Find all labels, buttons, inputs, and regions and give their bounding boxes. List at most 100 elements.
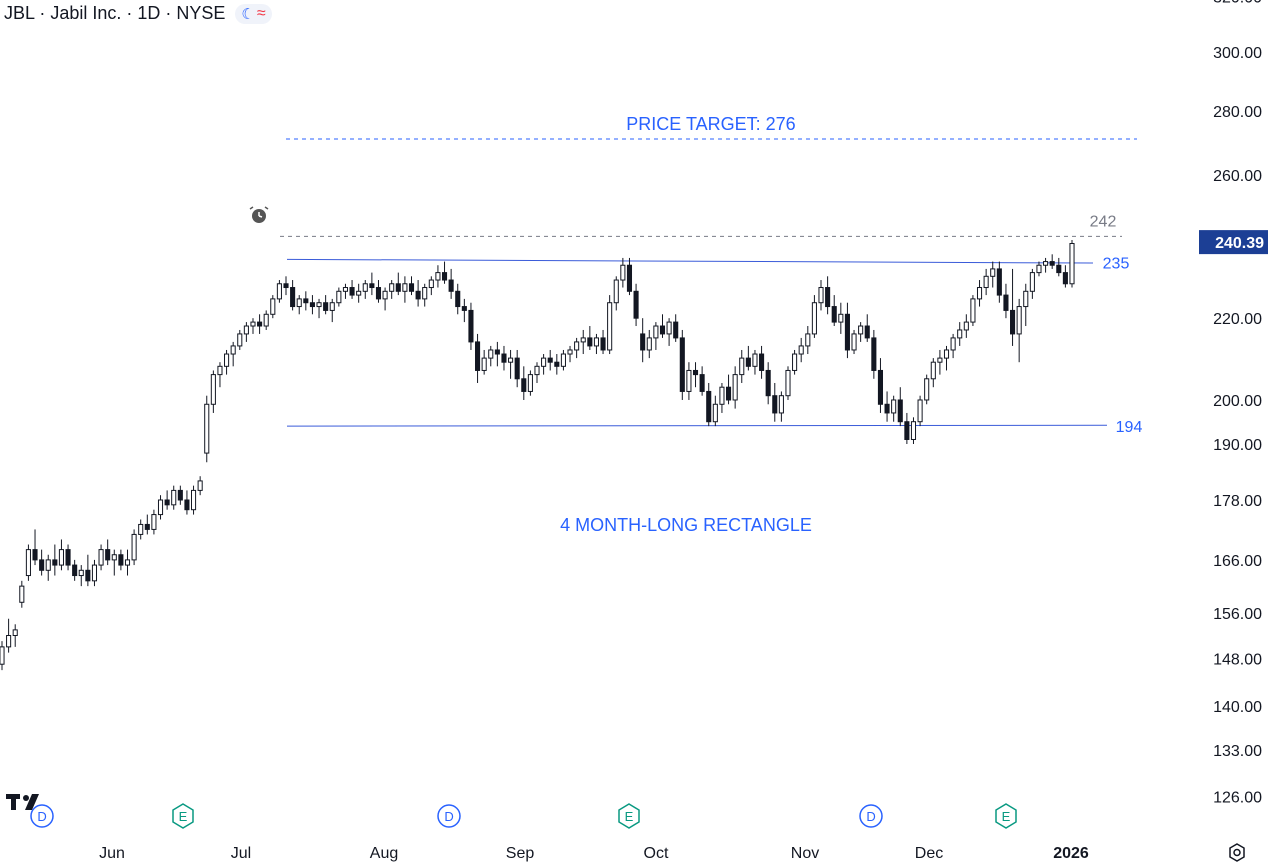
candle-body [336, 290, 342, 304]
candle-body [1049, 261, 1055, 266]
level-lines: 242 235 194 [280, 138, 1142, 436]
candle-body [877, 369, 884, 405]
price-tick-label: 148.00 [1213, 651, 1262, 668]
candle-body [494, 349, 500, 355]
candle-body [805, 333, 811, 347]
candle-body [692, 369, 699, 376]
candlestick-series [0, 239, 1075, 671]
candle-body [818, 287, 824, 304]
candle-body [197, 480, 203, 491]
candle-body [686, 369, 692, 392]
moon-icon[interactable]: ☾ [241, 5, 255, 23]
candle-body [85, 569, 91, 582]
candle-body [996, 268, 1002, 296]
candle-body [263, 313, 269, 327]
candle-body [574, 341, 580, 351]
price-target-annotation: PRICE TARGET: 276 [626, 114, 795, 134]
candle-body [1036, 264, 1042, 274]
candle-body [508, 357, 514, 363]
candle-body [151, 514, 157, 530]
candle-body [270, 298, 276, 315]
candle-body [937, 357, 943, 363]
candle-body [72, 564, 78, 577]
price-tick-label: 220.00 [1213, 311, 1262, 328]
candle-body [323, 302, 329, 311]
candle-body [389, 283, 395, 292]
candle-body [560, 353, 566, 367]
candle-body [659, 325, 666, 335]
settings-icon[interactable] [1226, 842, 1248, 864]
candle-body [131, 533, 137, 561]
candle-body [6, 635, 12, 648]
candle-body [395, 283, 401, 292]
candle-body [633, 290, 639, 319]
candle-body [765, 369, 771, 397]
candle-body [990, 268, 996, 277]
candle-body [772, 395, 778, 414]
time-axis[interactable]: Jun Jul Aug Sep Oct Nov Dec 2026 [99, 845, 1089, 862]
candle-body [792, 353, 798, 371]
candle-body [210, 374, 216, 405]
candle-body [448, 279, 454, 292]
dividend-marker: D [859, 804, 883, 828]
candle-body [415, 290, 421, 300]
candle-body [858, 325, 864, 335]
alarm-icon[interactable] [249, 206, 269, 223]
price-axis[interactable]: 126.00 133.00 140.00 148.00 156.00 166.00 178.… [1199, 0, 1268, 807]
candle-body [402, 283, 408, 292]
candle-body [32, 549, 38, 561]
candle-body [237, 333, 243, 347]
candle-body [435, 272, 441, 281]
tradingview-logo-icon[interactable] [6, 792, 46, 814]
candle-body [184, 499, 190, 511]
candle-body [943, 349, 950, 359]
price-tick-label: 126.00 [1213, 790, 1262, 807]
price-tick-label: 260.00 [1213, 168, 1262, 185]
candle-body [554, 361, 560, 367]
candle-body [963, 321, 969, 331]
candle-body [970, 298, 976, 323]
candle-body [124, 559, 131, 566]
candle-body [593, 337, 599, 347]
price-tick-label: 133.00 [1213, 743, 1262, 760]
candle-body [613, 279, 619, 304]
candle-body [362, 283, 368, 292]
candle-body [1062, 272, 1068, 285]
candle-body [138, 523, 144, 535]
candle-body [1023, 290, 1029, 308]
candle-body [607, 302, 613, 351]
candle-body [811, 302, 817, 335]
candle-body [957, 329, 963, 339]
time-tick-label: Jun [99, 845, 125, 862]
candle-body [897, 399, 903, 423]
candle-body [1043, 261, 1049, 266]
candle-body [91, 564, 98, 582]
candle-body [844, 313, 850, 351]
candle-body [296, 298, 302, 308]
candle-body [891, 399, 897, 414]
candle-body [118, 554, 124, 566]
candle-body [706, 390, 712, 423]
status-icons[interactable]: ☾ ≈ [235, 3, 272, 24]
candle-body [65, 549, 71, 566]
candle-body [303, 298, 309, 304]
candle-body [1029, 272, 1035, 292]
wave-icon[interactable]: ≈ [256, 4, 266, 22]
candle-body [521, 378, 527, 392]
candle-body [441, 272, 448, 281]
earnings-marker: E [618, 803, 640, 829]
candle-body [679, 337, 685, 392]
candle-body [171, 489, 177, 506]
candle-body [98, 549, 104, 566]
candle-body [732, 374, 738, 401]
candle-body [838, 313, 844, 323]
candle-body [177, 489, 183, 501]
candle-body [785, 369, 791, 397]
earnings-marker-label: E [179, 809, 188, 824]
candle-body [316, 302, 322, 308]
candle-body [673, 321, 679, 339]
candle-body [428, 279, 434, 289]
candle-body [1069, 243, 1075, 285]
earnings-marker-shape [172, 803, 194, 829]
